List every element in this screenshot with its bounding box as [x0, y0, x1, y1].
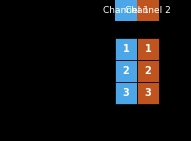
Text: 2: 2 — [123, 66, 129, 76]
FancyBboxPatch shape — [115, 60, 137, 82]
FancyBboxPatch shape — [137, 82, 159, 104]
FancyBboxPatch shape — [115, 38, 137, 60]
FancyBboxPatch shape — [137, 38, 159, 60]
Text: Channel 1: Channel 1 — [103, 6, 149, 15]
FancyBboxPatch shape — [115, 82, 137, 104]
Text: 2: 2 — [145, 66, 151, 76]
FancyBboxPatch shape — [115, 0, 137, 21]
FancyBboxPatch shape — [137, 60, 159, 82]
Text: 1: 1 — [123, 44, 129, 54]
Text: 1: 1 — [145, 44, 151, 54]
FancyBboxPatch shape — [137, 0, 159, 21]
Text: 3: 3 — [123, 88, 129, 98]
Text: Channel 2: Channel 2 — [125, 6, 171, 15]
Text: 3: 3 — [145, 88, 151, 98]
